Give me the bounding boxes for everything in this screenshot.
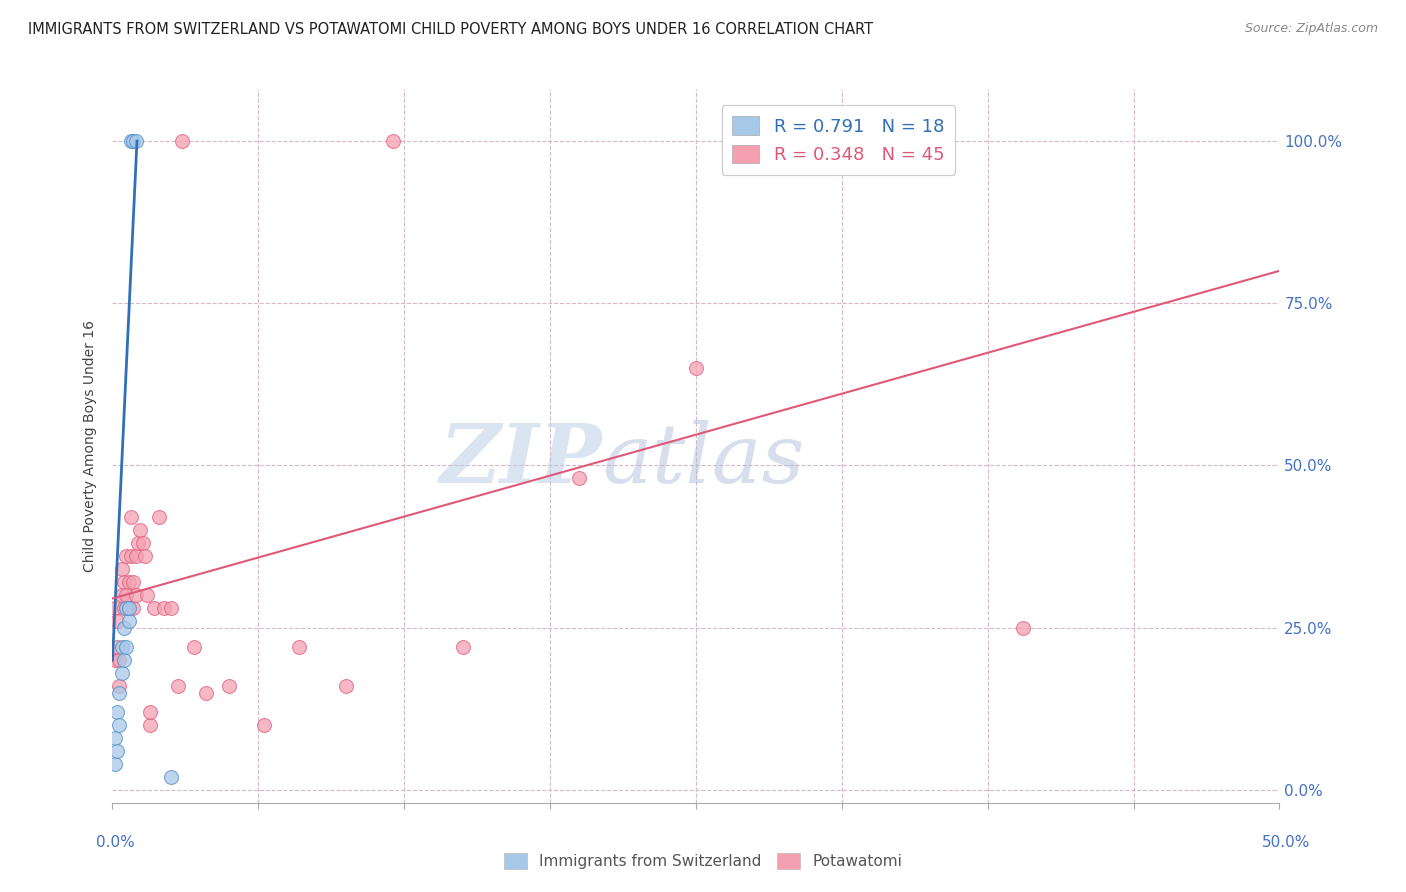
Point [111, 666, 134, 681]
Point [105, 640, 128, 654]
Point [153, 601, 176, 615]
Point [143, 601, 166, 615]
Point [129, 524, 152, 538]
Point [108, 679, 131, 693]
Point [194, 685, 217, 699]
Point [125, 549, 148, 564]
Point [118, 601, 141, 615]
Point [112, 621, 135, 635]
Point [104, 756, 127, 771]
Point [118, 575, 141, 590]
Point [108, 685, 131, 699]
Point [288, 640, 311, 654]
Point [134, 549, 156, 564]
Point [104, 653, 127, 667]
Point [115, 601, 138, 615]
Legend: R = 0.791   N = 18, R = 0.348   N = 45: R = 0.791 N = 18, R = 0.348 N = 45 [721, 105, 955, 175]
Legend: Immigrants from Switzerland, Potawatomi: Immigrants from Switzerland, Potawatomi [498, 847, 908, 875]
Point [120, 549, 142, 564]
Point [104, 601, 127, 615]
Point [685, 361, 707, 376]
Point [105, 705, 128, 719]
Point [148, 510, 170, 524]
Text: ZIP: ZIP [440, 420, 603, 500]
Point [120, 134, 142, 148]
Point [115, 588, 138, 602]
Text: 50.0%: 50.0% [1263, 836, 1310, 850]
Point [1011, 621, 1033, 635]
Text: Source: ZipAtlas.com: Source: ZipAtlas.com [1244, 22, 1378, 36]
Point [108, 718, 131, 732]
Point [112, 653, 135, 667]
Point [108, 653, 131, 667]
Text: atlas: atlas [603, 420, 806, 500]
Point [218, 679, 240, 693]
Point [105, 744, 128, 758]
Y-axis label: Child Poverty Among Boys Under 16: Child Poverty Among Boys Under 16 [83, 320, 97, 572]
Point [115, 640, 138, 654]
Point [381, 134, 404, 148]
Point [127, 536, 149, 550]
Point [160, 770, 183, 784]
Point [111, 562, 134, 576]
Point [568, 471, 591, 485]
Point [183, 640, 205, 654]
Point [166, 679, 188, 693]
Point [104, 731, 127, 745]
Point [160, 601, 183, 615]
Point [136, 588, 159, 602]
Point [253, 718, 276, 732]
Point [122, 601, 145, 615]
Point [105, 614, 128, 628]
Point [115, 549, 138, 564]
Point [118, 614, 141, 628]
Point [139, 718, 162, 732]
Point [139, 705, 162, 719]
Point [120, 510, 142, 524]
Point [112, 575, 135, 590]
Point [451, 640, 474, 654]
Point [118, 601, 141, 615]
Point [122, 575, 145, 590]
Point [125, 588, 148, 602]
Text: IMMIGRANTS FROM SWITZERLAND VS POTAWATOMI CHILD POVERTY AMONG BOYS UNDER 16 CORR: IMMIGRANTS FROM SWITZERLAND VS POTAWATOM… [28, 22, 873, 37]
Point [111, 640, 134, 654]
Point [112, 601, 135, 615]
Point [335, 679, 357, 693]
Point [111, 588, 134, 602]
Point [132, 536, 155, 550]
Point [125, 134, 148, 148]
Point [172, 134, 194, 148]
Point [122, 134, 145, 148]
Text: 0.0%: 0.0% [96, 836, 135, 850]
